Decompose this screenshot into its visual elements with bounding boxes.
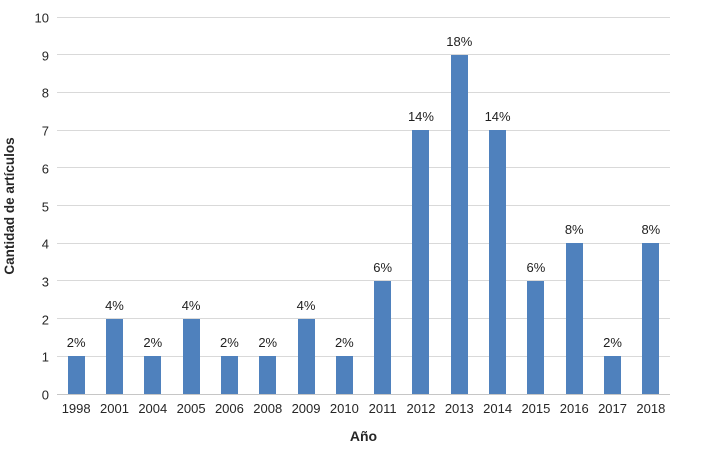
bar-value-label: 4% <box>181 297 201 313</box>
bar-2012 <box>412 130 430 394</box>
bar-value-label: 2% <box>334 335 354 351</box>
gridline <box>57 54 670 56</box>
x-axis-tick-label: 2017 <box>598 401 627 416</box>
y-axis-tick-label: 6 <box>41 161 49 177</box>
y-axis-tick-label: 3 <box>41 274 49 290</box>
bar-value-label: 14% <box>407 109 434 125</box>
bar-value-label: 2% <box>258 335 278 351</box>
x-axis-tick-label: 2009 <box>291 401 321 416</box>
bar-value-label: 4% <box>105 297 124 313</box>
gridline <box>57 242 670 244</box>
y-axis-tick-label: 2 <box>41 312 49 328</box>
bar-2011 <box>374 280 392 394</box>
bar-2009 <box>297 318 315 394</box>
bar-value-label: 8% <box>641 222 661 238</box>
x-axis-tick-label: 2008 <box>253 401 283 416</box>
bar-value-label: 2% <box>603 335 622 351</box>
gridline <box>57 16 670 18</box>
bar-value-label: 6% <box>373 259 393 275</box>
gridline <box>57 167 670 169</box>
gridline <box>57 318 670 320</box>
bar-2015 <box>527 280 545 394</box>
y-axis-tick-label: 10 <box>34 10 49 26</box>
y-axis-tick-label: 4 <box>41 236 49 252</box>
x-axis-tick-label: 1998 <box>61 401 91 416</box>
bar-value-label: 2% <box>66 335 86 351</box>
bar-value-label: 2% <box>220 335 239 351</box>
x-axis-tick-label: 2011 <box>368 401 397 416</box>
gridline <box>57 91 670 93</box>
bar-2017 <box>604 356 622 394</box>
y-axis-tick-label: 9 <box>41 48 49 64</box>
bar-2013 <box>450 54 468 394</box>
x-axis-tick-label: 2010 <box>329 401 359 416</box>
bar-2014 <box>489 130 507 394</box>
bar-value-label: 6% <box>526 259 546 275</box>
bar-2001 <box>105 318 123 394</box>
gridline <box>57 129 670 131</box>
y-axis-tick-label: 7 <box>41 123 49 139</box>
x-axis-title: Año <box>349 428 378 444</box>
gridline <box>57 280 670 282</box>
bar-value-label: 2% <box>143 335 163 351</box>
bar-2010 <box>335 356 353 394</box>
gridline <box>57 205 670 206</box>
bar-2018 <box>642 243 660 394</box>
x-axis-labels: 1998 2001 2004 2005 2006 2008 2009 2010 2011 2012… <box>57 401 670 419</box>
bar-2006 <box>220 356 238 394</box>
plot-area: 2% 4% 2% 4% 2% 2% 4% 2% 6% 14% 18% 14% 6% 8% 2% 8% <box>57 16 670 395</box>
x-axis-tick-label: 2006 <box>214 401 244 416</box>
bar-value-label: 8% <box>564 222 584 238</box>
bar-2008 <box>259 356 277 394</box>
y-axis-tick-label: 1 <box>41 349 49 365</box>
bar-2005 <box>182 318 200 394</box>
x-axis-tick-label: 2001 <box>100 401 129 416</box>
gridline <box>57 355 670 357</box>
y-axis-tick-label: 5 <box>41 199 49 214</box>
x-axis-tick-label: 2005 <box>176 401 206 416</box>
x-axis-tick-label: 2012 <box>406 401 436 416</box>
x-axis-tick-label: 2016 <box>559 401 589 416</box>
bar-2004 <box>144 356 162 394</box>
x-axis-tick-label: 2013 <box>444 401 474 416</box>
y-axis-ticks: 0 1 2 3 4 5 6 7 8 9 10 <box>0 11 49 403</box>
x-axis-tick-label: 2004 <box>138 401 168 416</box>
x-axis-tick-label: 2014 <box>483 401 513 416</box>
bar-1998 <box>67 356 85 394</box>
bar-value-label: 4% <box>296 297 316 313</box>
x-axis-tick-label: 2015 <box>521 401 551 416</box>
bar-2016 <box>565 243 583 394</box>
y-axis-tick-label: 8 <box>41 85 49 101</box>
x-axis-tick-label: 2018 <box>636 401 666 416</box>
bar-value-label: 14% <box>484 109 511 125</box>
y-axis-tick-label: 0 <box>41 387 49 403</box>
bar-value-label: 18% <box>446 33 473 49</box>
